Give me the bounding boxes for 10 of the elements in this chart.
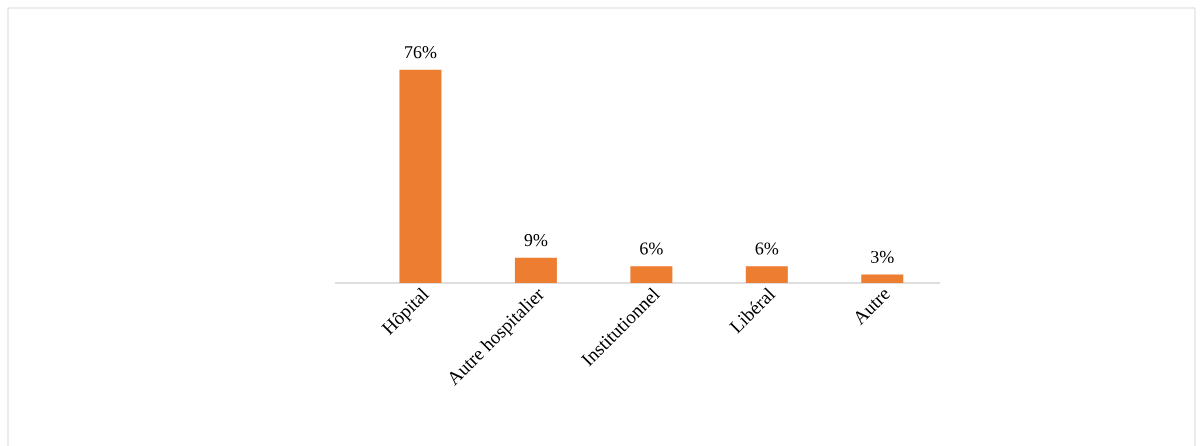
data-label: 3%	[871, 250, 894, 264]
bar	[514, 257, 557, 283]
bar	[745, 266, 788, 283]
data-label: 6%	[755, 242, 779, 255]
bar	[399, 69, 442, 283]
bar	[861, 274, 904, 283]
bar	[630, 266, 673, 283]
data-label: 9%	[524, 234, 548, 247]
data-label: 6%	[640, 242, 663, 255]
data-label: 76%	[405, 46, 437, 59]
